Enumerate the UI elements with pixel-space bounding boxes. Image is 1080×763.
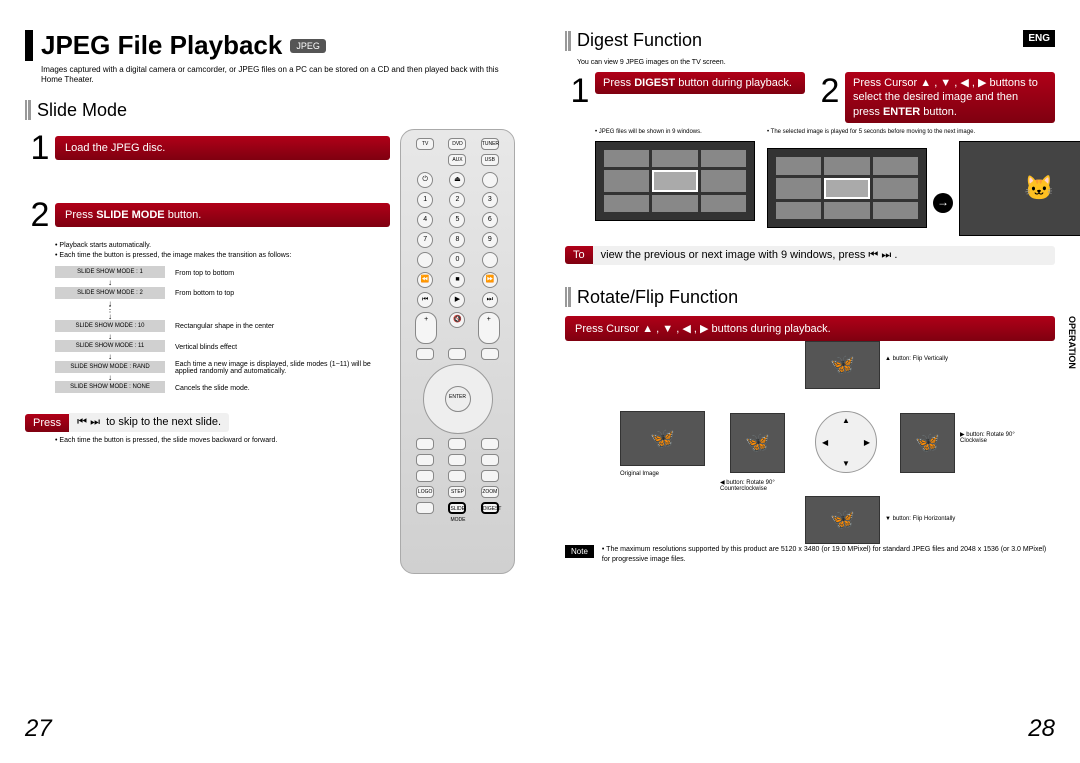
mode-box: SLIDE SHOW MODE : 11 [55, 340, 165, 352]
press-skip-line: Press ⏮ ⏭ to skip to the next slide. [25, 413, 390, 432]
digest-step-2: 2 Press Cursor ▲ , ▼ , ◀ , ▶ buttons to … [815, 72, 1055, 123]
mode-box: SLIDE SHOW MODE : NONE [55, 381, 165, 393]
note-text: • The maximum resolutions supported by t… [602, 545, 1055, 565]
main-subtitle: Images captured with a digital camera or… [41, 65, 515, 86]
mode-box: SLIDE SHOW MODE : 10 [55, 320, 165, 332]
rotate-cw-image: 🦋 [900, 413, 955, 473]
step-2-num: 2 [25, 196, 55, 235]
digest-step2-note: • The selected image is played for 5 sec… [767, 129, 1080, 135]
jpeg-badge: JPEG [290, 39, 326, 53]
mode-box: SLIDE SHOW MODE : 2 [55, 287, 165, 299]
step-1-num: 1 [25, 129, 55, 168]
slide-modes-list: SLIDE SHOW MODE : 1From top to bottom ↓ … [55, 266, 390, 395]
section-rotate: Rotate/Flip Function [565, 287, 1055, 308]
to-pill: To [565, 246, 593, 264]
flip-horizontal-image: 🦋 [805, 496, 880, 544]
note-badge: Note [565, 545, 594, 558]
digest-heading: Digest Function [577, 30, 702, 51]
digest-sub: You can view 9 JPEG images on the TV scr… [577, 59, 1055, 66]
tv-grid-2 [767, 148, 927, 228]
lang-badge: ENG [1023, 30, 1055, 47]
main-title: JPEG File Playback JPEG [25, 30, 515, 61]
rotate-diagram: 🦋 Original Image 🦋 ▲ button: Flip Vertic… [620, 351, 1000, 531]
slide-mode-heading: Slide Mode [37, 100, 127, 121]
tv-grid-1 [595, 141, 755, 221]
flip-vertical-image: 🦋 [805, 341, 880, 389]
step-1-text: Load the JPEG disc. [55, 136, 390, 160]
digest-button: DIGEST [481, 502, 499, 514]
press-pill: Press [25, 414, 69, 432]
rotate-cc -ccw-image: 🦋 [730, 413, 785, 473]
note-box: Note • The maximum resolutions supported… [565, 545, 1055, 565]
remote-control-illustration: TV DVD TUNER AUX USB ⏻ ⏏ 123 456 789 0 [400, 129, 515, 574]
mode-box: SLIDE SHOW MODE : RAND [55, 361, 165, 373]
rotate-instruction-bar: Press Cursor ▲ , ▼ , ◀ , ▶ buttons durin… [565, 316, 1055, 341]
step-2-text: Press SLIDE MODE button. [55, 203, 390, 227]
rotate-dpad-icon: ▲ ▼ ◀ ▶ [815, 411, 877, 473]
slide-mode-button: SLIDE MODE [448, 502, 466, 514]
to-view-line: To view the previous or next image with … [565, 246, 1055, 265]
mode-box: SLIDE SHOW MODE : 1 [55, 266, 165, 278]
page-number-left: 27 [25, 715, 52, 743]
step-1: 1 Load the JPEG disc. [25, 129, 390, 168]
original-image: 🦋 [620, 411, 705, 466]
rotate-heading: Rotate/Flip Function [577, 287, 738, 308]
arrow-right-icon: → [933, 193, 953, 213]
slide-bullets: • Playback starts automatically. • Each … [55, 241, 390, 261]
section-bar-icon [565, 31, 571, 51]
side-tab: OPERATION [1064, 310, 1080, 375]
section-bar-icon [565, 287, 571, 307]
step-2: 2 Press SLIDE MODE button. [25, 196, 390, 235]
section-digest: Digest Function [565, 30, 1055, 51]
tv-single: 🐱 [959, 141, 1080, 236]
remote-dpad: ENTER [423, 364, 493, 434]
title-text: JPEG File Playback [41, 30, 282, 61]
section-slide-mode: Slide Mode [25, 100, 515, 121]
page-number-right: 28 [1028, 715, 1055, 743]
section-bar-icon [25, 100, 31, 120]
press-note: • Each time the button is pressed, the s… [55, 436, 390, 446]
digest-step-1: 1 Press DIGEST button during playback. [565, 72, 805, 123]
digest-step1-note: • JPEG files will be shown in 9 windows. [595, 129, 755, 135]
